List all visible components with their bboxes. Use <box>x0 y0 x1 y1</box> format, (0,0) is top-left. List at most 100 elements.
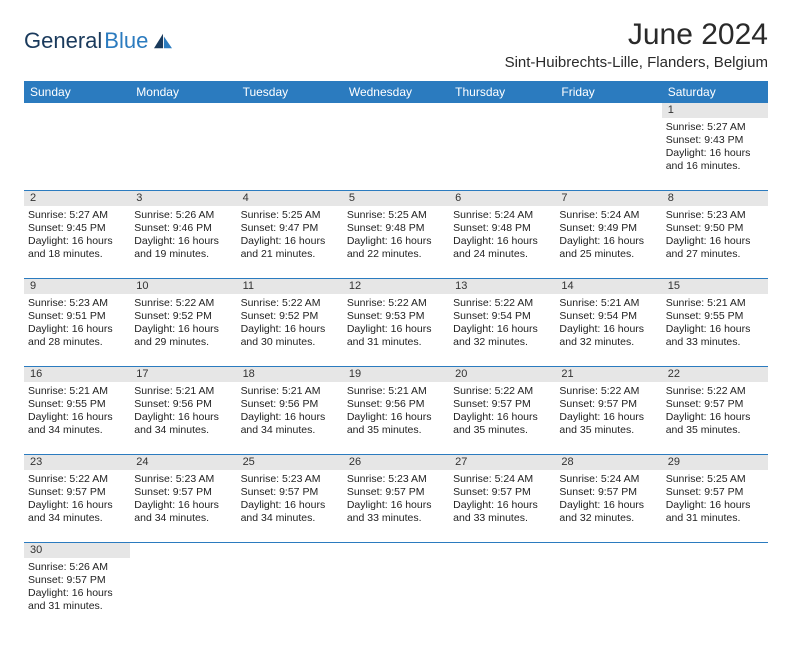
day-cell: Sunrise: 5:26 AMSunset: 9:46 PMDaylight:… <box>130 206 236 278</box>
day-info-line: and 31 minutes. <box>347 336 445 349</box>
day-number: 18 <box>237 367 343 382</box>
day-info-line: Sunrise: 5:27 AM <box>666 121 764 134</box>
location-text: Sint-Huibrechts-Lille, Flanders, Belgium <box>505 54 768 71</box>
day-cell: Sunrise: 5:21 AMSunset: 9:55 PMDaylight:… <box>24 382 130 454</box>
day-info-line: Sunset: 9:43 PM <box>666 134 764 147</box>
day-cell: Sunrise: 5:21 AMSunset: 9:56 PMDaylight:… <box>237 382 343 454</box>
day-info-line: Sunrise: 5:26 AM <box>28 561 126 574</box>
day-info-line: Sunset: 9:52 PM <box>134 310 232 323</box>
day-cell: Sunrise: 5:22 AMSunset: 9:53 PMDaylight:… <box>343 294 449 366</box>
day-info-line: Sunrise: 5:21 AM <box>666 297 764 310</box>
day-info-line: and 30 minutes. <box>241 336 339 349</box>
calendar-page: GeneralBlue June 2024 Sint-Huibrechts-Li… <box>0 0 792 648</box>
day-cell: Sunrise: 5:22 AMSunset: 9:52 PMDaylight:… <box>237 294 343 366</box>
day-number <box>237 103 343 118</box>
day-info-line: Daylight: 16 hours <box>453 411 551 424</box>
day-cell: Sunrise: 5:21 AMSunset: 9:54 PMDaylight:… <box>555 294 661 366</box>
logo-text-2: Blue <box>104 28 148 54</box>
day-number <box>343 543 449 558</box>
day-number: 10 <box>130 279 236 294</box>
day-cell: Sunrise: 5:23 AMSunset: 9:57 PMDaylight:… <box>130 470 236 542</box>
day-cell: Sunrise: 5:24 AMSunset: 9:57 PMDaylight:… <box>555 470 661 542</box>
day-info-line: Sunset: 9:57 PM <box>28 574 126 587</box>
day-info-line: Sunrise: 5:22 AM <box>347 297 445 310</box>
day-number-row: 23242526272829 <box>24 455 768 470</box>
day-info-line: Sunset: 9:55 PM <box>666 310 764 323</box>
day-info-line: and 16 minutes. <box>666 160 764 173</box>
day-info-line: Sunset: 9:46 PM <box>134 222 232 235</box>
day-number: 6 <box>449 191 555 206</box>
weekday-saturday: Saturday <box>662 81 768 103</box>
day-info-line: Sunrise: 5:22 AM <box>28 473 126 486</box>
day-info-line: Sunrise: 5:22 AM <box>134 297 232 310</box>
day-info-line: Daylight: 16 hours <box>453 235 551 248</box>
day-info-line: Sunrise: 5:22 AM <box>453 385 551 398</box>
day-info-line: Sunrise: 5:24 AM <box>559 209 657 222</box>
day-cell: Sunrise: 5:23 AMSunset: 9:50 PMDaylight:… <box>662 206 768 278</box>
day-info-line: Daylight: 16 hours <box>28 587 126 600</box>
day-cell: Sunrise: 5:22 AMSunset: 9:57 PMDaylight:… <box>449 382 555 454</box>
day-info-line: Sunset: 9:52 PM <box>241 310 339 323</box>
day-cell <box>449 118 555 190</box>
day-number-row: 16171819202122 <box>24 367 768 382</box>
day-info-line: Sunrise: 5:22 AM <box>453 297 551 310</box>
day-cell: Sunrise: 5:25 AMSunset: 9:47 PMDaylight:… <box>237 206 343 278</box>
day-info-line: Daylight: 16 hours <box>241 499 339 512</box>
day-info-line: and 34 minutes. <box>241 512 339 525</box>
week-row: Sunrise: 5:21 AMSunset: 9:55 PMDaylight:… <box>24 382 768 455</box>
day-number <box>555 103 661 118</box>
day-cell <box>343 118 449 190</box>
day-cell: Sunrise: 5:22 AMSunset: 9:57 PMDaylight:… <box>24 470 130 542</box>
day-info-line: and 33 minutes. <box>666 336 764 349</box>
day-cell: Sunrise: 5:21 AMSunset: 9:56 PMDaylight:… <box>130 382 236 454</box>
day-info-line: Sunset: 9:54 PM <box>559 310 657 323</box>
day-number <box>130 543 236 558</box>
day-info-line: Sunrise: 5:27 AM <box>28 209 126 222</box>
day-info-line: Sunrise: 5:21 AM <box>559 297 657 310</box>
day-number: 13 <box>449 279 555 294</box>
day-number: 3 <box>130 191 236 206</box>
day-info-line: and 33 minutes. <box>453 512 551 525</box>
day-info-line: and 18 minutes. <box>28 248 126 261</box>
day-info-line: and 29 minutes. <box>134 336 232 349</box>
day-info-line: and 32 minutes. <box>559 336 657 349</box>
day-cell: Sunrise: 5:22 AMSunset: 9:54 PMDaylight:… <box>449 294 555 366</box>
day-info-line: Sunrise: 5:24 AM <box>453 209 551 222</box>
day-info-line: Sunrise: 5:22 AM <box>666 385 764 398</box>
day-info-line: Sunrise: 5:25 AM <box>347 209 445 222</box>
day-cell: Sunrise: 5:25 AMSunset: 9:57 PMDaylight:… <box>662 470 768 542</box>
day-cell: Sunrise: 5:27 AMSunset: 9:45 PMDaylight:… <box>24 206 130 278</box>
day-info-line: Sunset: 9:57 PM <box>559 486 657 499</box>
day-cell <box>130 558 236 630</box>
day-number: 19 <box>343 367 449 382</box>
day-info-line: Sunrise: 5:24 AM <box>453 473 551 486</box>
day-info-line: Sunset: 9:57 PM <box>28 486 126 499</box>
day-cell: Sunrise: 5:22 AMSunset: 9:57 PMDaylight:… <box>555 382 661 454</box>
day-number: 17 <box>130 367 236 382</box>
day-info-line: Sunrise: 5:23 AM <box>666 209 764 222</box>
day-number: 15 <box>662 279 768 294</box>
day-info-line: Daylight: 16 hours <box>134 323 232 336</box>
day-info-line: and 25 minutes. <box>559 248 657 261</box>
logo-text-1: General <box>24 28 102 54</box>
day-cell: Sunrise: 5:21 AMSunset: 9:56 PMDaylight:… <box>343 382 449 454</box>
day-info-line: Sunset: 9:48 PM <box>347 222 445 235</box>
day-info-line: Sunset: 9:51 PM <box>28 310 126 323</box>
day-info-line: Sunrise: 5:23 AM <box>241 473 339 486</box>
day-number: 25 <box>237 455 343 470</box>
day-number-row: 30 <box>24 543 768 558</box>
day-info-line: Daylight: 16 hours <box>559 499 657 512</box>
day-info-line: Sunrise: 5:26 AM <box>134 209 232 222</box>
day-number <box>237 543 343 558</box>
day-number: 29 <box>662 455 768 470</box>
day-info-line: Sunrise: 5:23 AM <box>134 473 232 486</box>
day-info-line: and 35 minutes. <box>666 424 764 437</box>
day-number-row: 2345678 <box>24 191 768 206</box>
day-info-line: Daylight: 16 hours <box>134 411 232 424</box>
logo: GeneralBlue <box>24 18 174 54</box>
day-info-line: Daylight: 16 hours <box>241 323 339 336</box>
day-number <box>555 543 661 558</box>
day-info-line: Sunset: 9:57 PM <box>347 486 445 499</box>
day-info-line: Daylight: 16 hours <box>241 235 339 248</box>
day-number: 7 <box>555 191 661 206</box>
